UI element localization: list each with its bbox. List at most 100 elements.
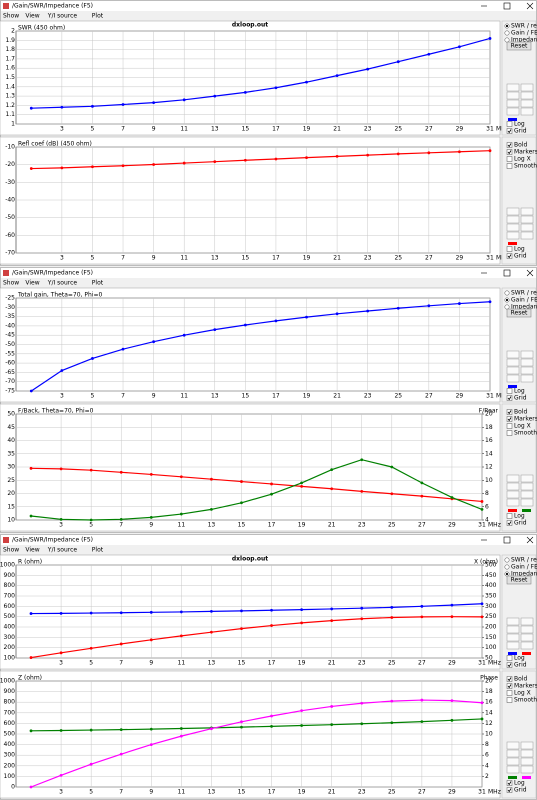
- arrow-button[interactable]: [506, 633, 520, 642]
- arrow-button[interactable]: [506, 223, 520, 232]
- checkbox[interactable]: [506, 128, 513, 134]
- arrow-button[interactable]: [506, 207, 520, 216]
- arrow-button[interactable]: [520, 633, 534, 642]
- arrow-button[interactable]: [520, 765, 534, 774]
- arrow-button[interactable]: [520, 350, 534, 359]
- menu-item[interactable]: Show: [3, 280, 19, 287]
- menu-item[interactable]: Y/I source: [47, 547, 78, 554]
- checkbox[interactable]: [506, 156, 513, 162]
- checkbox[interactable]: [506, 690, 513, 696]
- checkbox[interactable]: [506, 430, 513, 436]
- arrow-button[interactable]: [506, 474, 520, 483]
- arrow-button[interactable]: [506, 350, 520, 359]
- maximize-button[interactable]: [503, 269, 511, 277]
- radio-button[interactable]: [504, 557, 510, 563]
- arrow-button[interactable]: [520, 641, 534, 650]
- checkbox[interactable]: [506, 121, 513, 127]
- close-button[interactable]: [526, 269, 534, 277]
- arrow-button[interactable]: [520, 83, 534, 92]
- menu-item[interactable]: View: [25, 13, 39, 20]
- arrow-button[interactable]: [520, 107, 534, 116]
- reset-button[interactable]: [506, 575, 532, 585]
- arrow-button[interactable]: [520, 358, 534, 367]
- arrow-button[interactable]: [520, 91, 534, 100]
- arrow-button[interactable]: [520, 231, 534, 240]
- arrow-button[interactable]: [520, 474, 534, 483]
- arrow-button[interactable]: [506, 749, 520, 758]
- arrow-button[interactable]: [506, 358, 520, 367]
- menu-item[interactable]: Show: [3, 547, 19, 554]
- checkbox[interactable]: [506, 787, 513, 793]
- menu-item[interactable]: Show: [3, 13, 19, 20]
- arrow-button[interactable]: [506, 741, 520, 750]
- arrow-button[interactable]: [520, 366, 534, 375]
- y-tick-label: -35: [5, 313, 15, 320]
- menu-item[interactable]: View: [25, 280, 39, 287]
- arrow-button[interactable]: [520, 99, 534, 108]
- checkbox[interactable]: [506, 395, 513, 401]
- menu-item[interactable]: Plot: [92, 13, 104, 20]
- arrow-button[interactable]: [506, 625, 520, 634]
- arrow-button[interactable]: [520, 207, 534, 216]
- menu-item[interactable]: Plot: [92, 547, 104, 554]
- arrow-button[interactable]: [506, 374, 520, 383]
- radio-button[interactable]: [504, 304, 510, 310]
- arrow-button[interactable]: [506, 231, 520, 240]
- arrow-button[interactable]: [506, 490, 520, 499]
- checkbox[interactable]: [506, 409, 513, 415]
- checkbox[interactable]: [506, 520, 513, 526]
- arrow-button[interactable]: [520, 482, 534, 491]
- radio-button[interactable]: [504, 564, 510, 570]
- close-button[interactable]: [526, 2, 534, 10]
- arrow-button[interactable]: [506, 617, 520, 626]
- arrow-button[interactable]: [506, 91, 520, 100]
- arrow-button[interactable]: [506, 498, 520, 507]
- menu-item[interactable]: Y/I source: [47, 13, 78, 20]
- arrow-button[interactable]: [506, 482, 520, 491]
- maximize-button[interactable]: [503, 536, 511, 544]
- arrow-button[interactable]: [506, 765, 520, 774]
- arrow-button[interactable]: [520, 749, 534, 758]
- checkbox[interactable]: [506, 683, 513, 689]
- checkbox[interactable]: [506, 697, 513, 703]
- checkbox[interactable]: [506, 388, 513, 394]
- menu-item[interactable]: Plot: [92, 280, 104, 287]
- arrow-button[interactable]: [506, 99, 520, 108]
- arrow-button[interactable]: [506, 641, 520, 650]
- checkbox[interactable]: [506, 163, 513, 169]
- checkbox[interactable]: [506, 416, 513, 422]
- arrow-button[interactable]: [520, 498, 534, 507]
- checkbox[interactable]: [506, 780, 513, 786]
- checkbox[interactable]: [506, 246, 513, 252]
- checkbox[interactable]: [506, 655, 513, 661]
- checkbox[interactable]: [506, 662, 513, 668]
- radio-button[interactable]: [504, 30, 510, 36]
- arrow-button[interactable]: [520, 617, 534, 626]
- maximize-button[interactable]: [503, 2, 511, 10]
- arrow-button[interactable]: [506, 366, 520, 375]
- arrow-button[interactable]: [506, 107, 520, 116]
- arrow-button[interactable]: [520, 223, 534, 232]
- checkbox[interactable]: [506, 253, 513, 259]
- checkbox[interactable]: [506, 149, 513, 155]
- menu-item[interactable]: View: [25, 547, 39, 554]
- checkbox[interactable]: [506, 676, 513, 682]
- reset-button[interactable]: [506, 41, 532, 51]
- radio-button[interactable]: [504, 37, 510, 43]
- arrow-button[interactable]: [520, 625, 534, 634]
- reset-button[interactable]: [506, 308, 532, 318]
- checkbox[interactable]: [506, 423, 513, 429]
- arrow-button[interactable]: [520, 374, 534, 383]
- menu-item[interactable]: Y/I source: [47, 280, 78, 287]
- arrow-button[interactable]: [520, 741, 534, 750]
- arrow-button[interactable]: [506, 757, 520, 766]
- radio-button[interactable]: [504, 290, 510, 296]
- close-button[interactable]: [526, 536, 534, 544]
- arrow-button[interactable]: [520, 757, 534, 766]
- checkbox[interactable]: [506, 513, 513, 519]
- arrow-button[interactable]: [520, 215, 534, 224]
- arrow-button[interactable]: [520, 490, 534, 499]
- checkbox[interactable]: [506, 142, 513, 148]
- arrow-button[interactable]: [506, 215, 520, 224]
- arrow-button[interactable]: [506, 83, 520, 92]
